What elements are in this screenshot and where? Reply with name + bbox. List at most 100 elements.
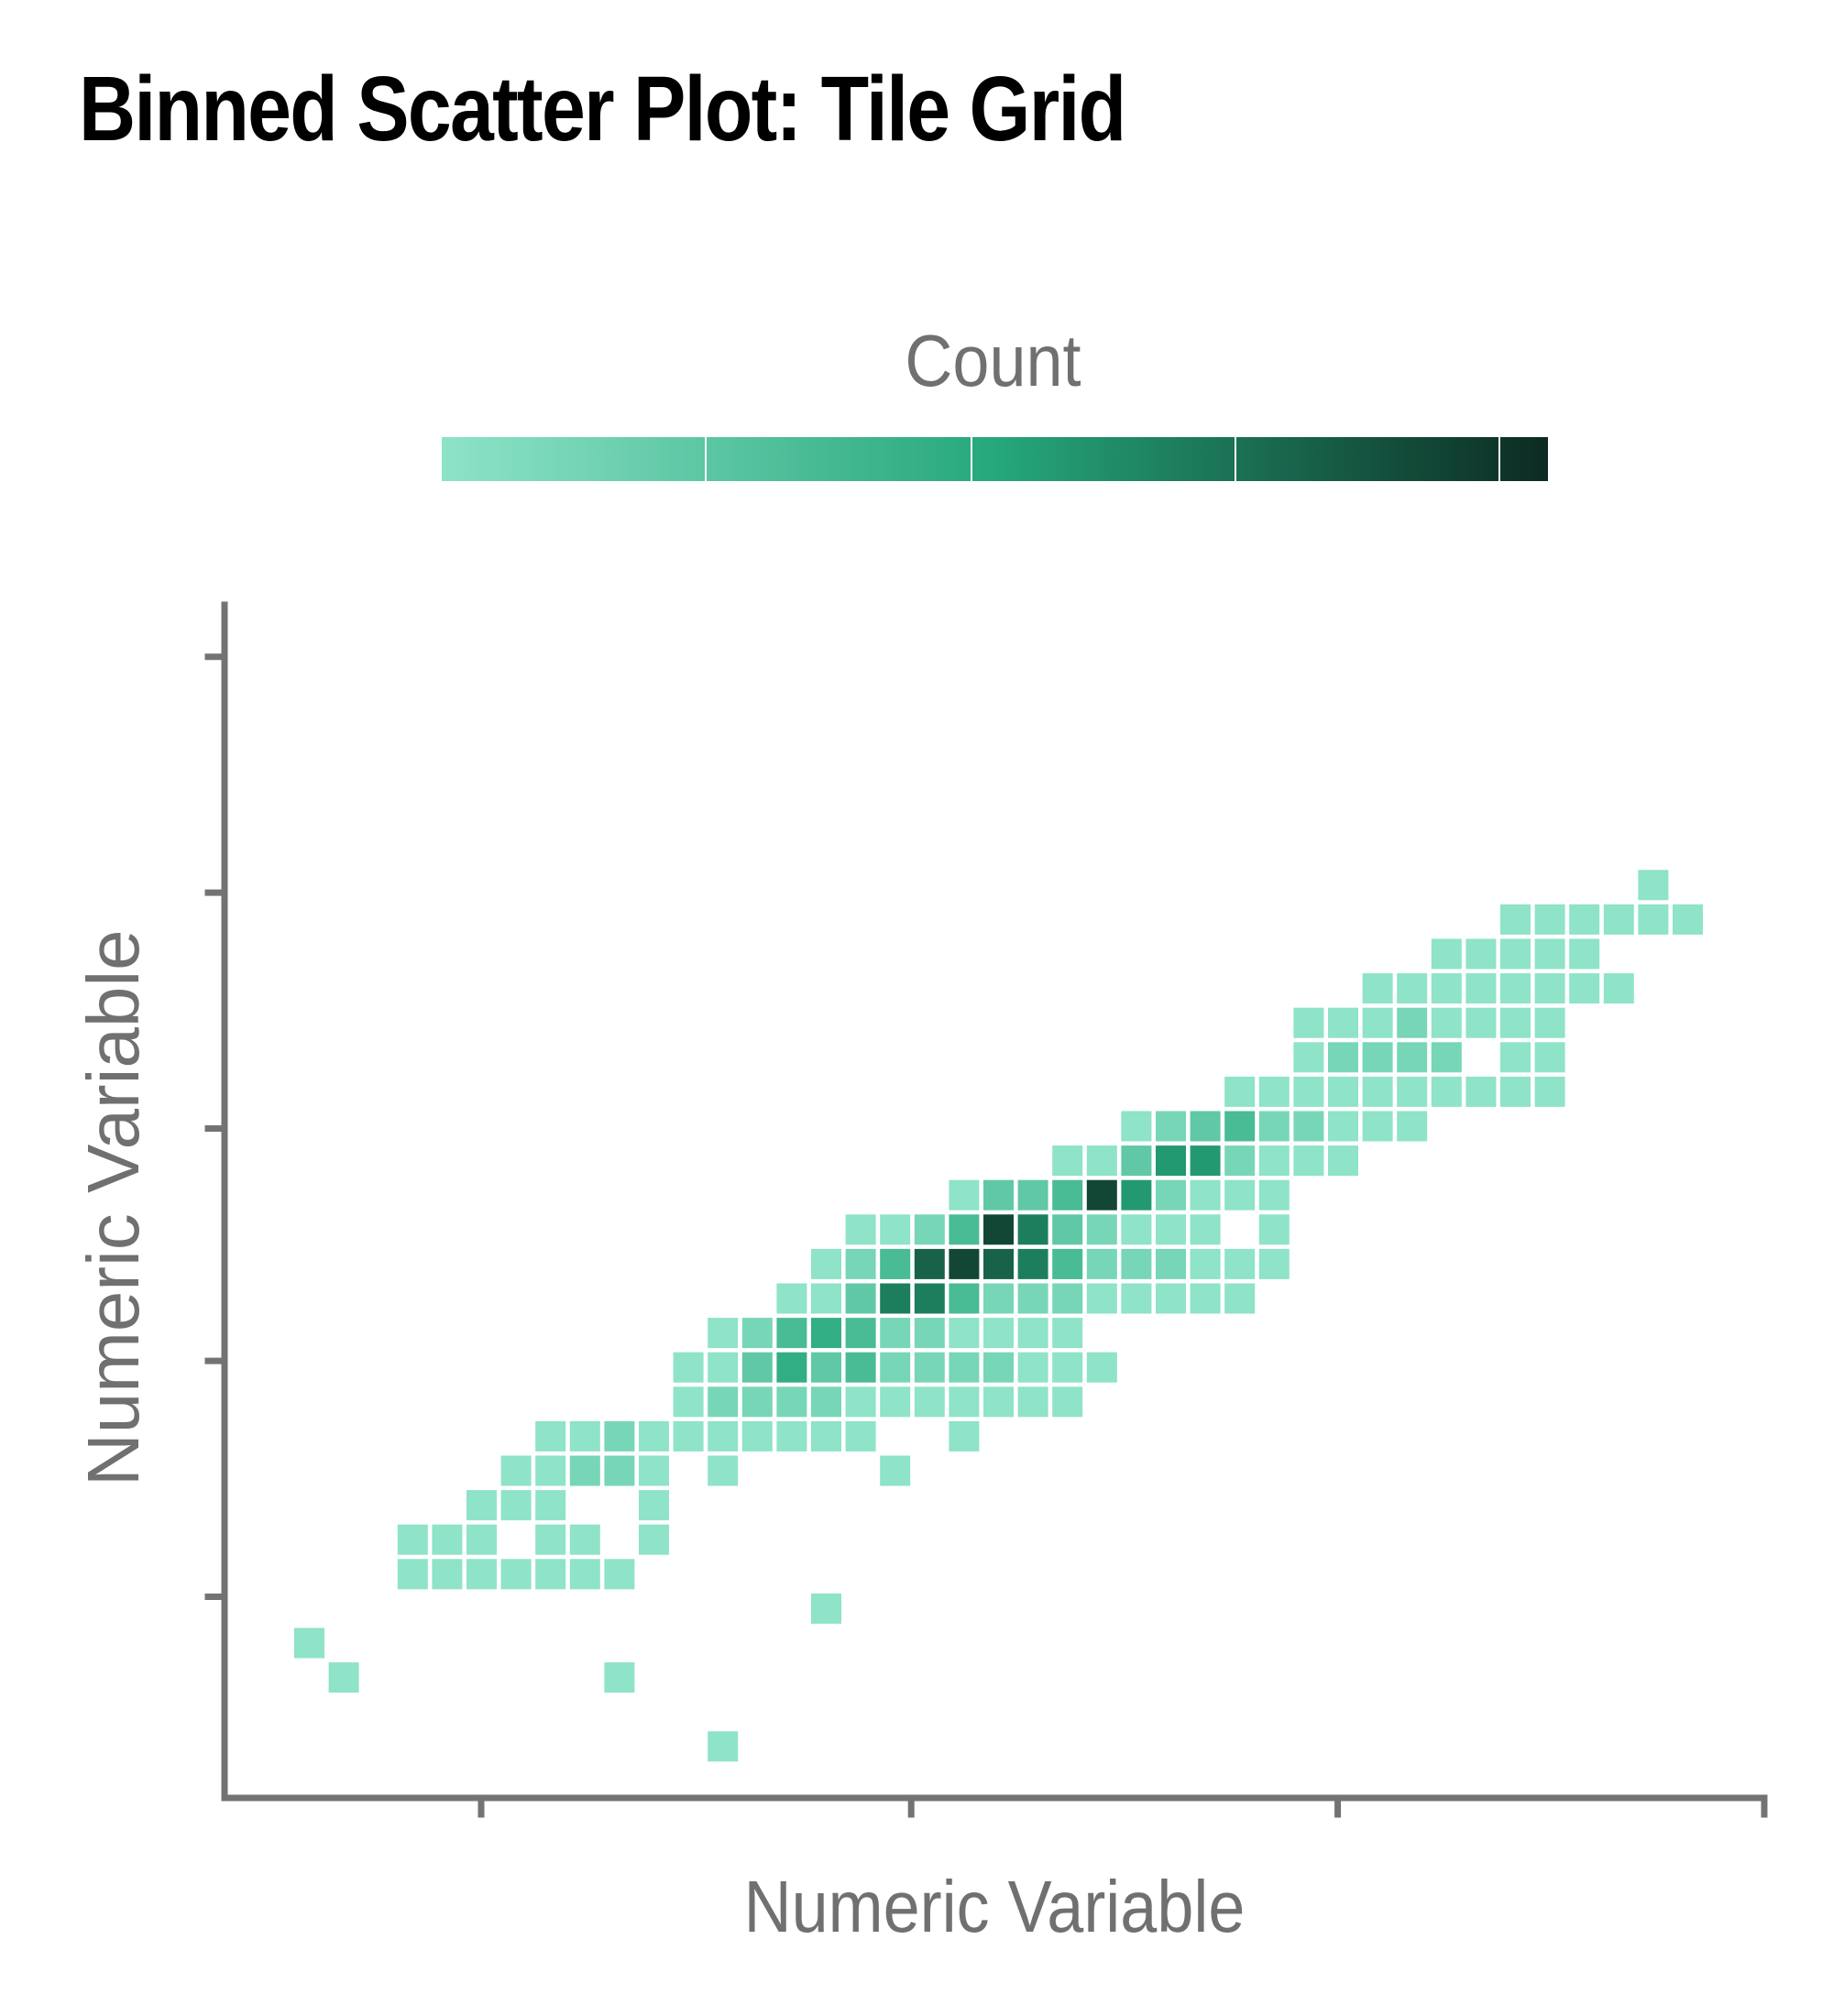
heatmap-tile — [1224, 1145, 1256, 1177]
heatmap-tile — [500, 1559, 532, 1590]
heatmap-tile — [1397, 1007, 1428, 1038]
heatmap-tile — [1431, 938, 1462, 970]
heatmap-tile — [1017, 1214, 1048, 1245]
heatmap-tile — [1534, 1042, 1565, 1073]
heatmap-tile — [811, 1248, 841, 1279]
heatmap-tile — [811, 1420, 841, 1452]
heatmap-tile — [1086, 1179, 1117, 1211]
heatmap-tile — [535, 1559, 566, 1590]
heatmap-tile — [466, 1490, 497, 1521]
heatmap-tile — [1397, 973, 1428, 1004]
heatmap-tile — [1397, 1042, 1428, 1073]
heatmap-tile — [741, 1352, 773, 1383]
heatmap-tile — [949, 1214, 980, 1245]
heatmap-tile — [1052, 1386, 1083, 1418]
heatmap-tile — [1017, 1283, 1048, 1314]
heatmap-tile — [1190, 1179, 1221, 1211]
heatmap-tile — [1086, 1248, 1117, 1279]
heatmap-tile — [949, 1420, 980, 1452]
heatmap-tile — [845, 1420, 876, 1452]
heatmap-tile — [1224, 1179, 1256, 1211]
heatmap-tile — [1431, 1007, 1462, 1038]
heatmap-tile — [1397, 1076, 1428, 1107]
heatmap-tile — [1362, 1007, 1393, 1038]
heatmap-tile — [914, 1318, 945, 1349]
heatmap-tile — [1017, 1386, 1048, 1418]
heatmap-tile — [811, 1318, 841, 1349]
heatmap-tile — [569, 1455, 600, 1486]
heatmap-tile — [845, 1386, 876, 1418]
heatmap-tile — [811, 1283, 841, 1314]
legend-title: Count — [905, 320, 1081, 401]
heatmap-tile — [1121, 1248, 1152, 1279]
heatmap-tile — [1121, 1145, 1152, 1177]
heatmap-tile — [983, 1318, 1014, 1349]
heatmap-tile — [811, 1352, 841, 1383]
heatmap-tile — [535, 1420, 566, 1452]
heatmap-tile — [1673, 904, 1703, 935]
heatmap-tile — [1224, 1076, 1256, 1107]
heatmap-tile — [1052, 1283, 1083, 1314]
heatmap-tile — [673, 1352, 704, 1383]
heatmap-tile — [1534, 904, 1565, 935]
heatmap-tile — [1121, 1111, 1152, 1142]
heatmap-tile — [983, 1248, 1014, 1279]
heatmap-tile — [949, 1352, 980, 1383]
heatmap-tile — [1638, 904, 1669, 935]
heatmap-tile — [1121, 1179, 1152, 1211]
heatmap-tile — [776, 1386, 807, 1418]
heatmap-tile — [1017, 1248, 1048, 1279]
heatmap-tile — [1362, 1076, 1393, 1107]
heatmap-tile — [1017, 1352, 1048, 1383]
heatmap-tile — [1258, 1214, 1290, 1245]
heatmap-tile — [1258, 1145, 1290, 1177]
heatmap-tile — [741, 1318, 773, 1349]
heatmap-tile — [983, 1283, 1014, 1314]
heatmap-tile — [914, 1283, 945, 1314]
heatmap-tile — [1328, 1076, 1358, 1107]
heatmap-tile — [535, 1524, 566, 1555]
heatmap-tile — [811, 1593, 841, 1624]
heatmap-tile — [1052, 1352, 1083, 1383]
heatmap-tile — [1500, 1007, 1531, 1038]
heatmap-tile — [1086, 1145, 1117, 1177]
heatmap-tile — [432, 1559, 463, 1590]
heatmap-tile — [983, 1352, 1014, 1383]
heatmap-tile — [1569, 904, 1600, 935]
heatmap-tile — [1293, 1145, 1324, 1177]
heatmap-tile — [845, 1318, 876, 1349]
heatmap-tile — [880, 1248, 911, 1279]
legend-divider — [970, 437, 972, 481]
heatmap-tile — [1052, 1145, 1083, 1177]
heatmap-tile — [1500, 938, 1531, 970]
heatmap-tile — [1156, 1214, 1186, 1245]
heatmap-tile — [1603, 904, 1634, 935]
heatmap-tile — [949, 1283, 980, 1314]
heatmap-tile — [1603, 973, 1634, 1004]
heatmap-tile — [1534, 1076, 1565, 1107]
heatmap-tile — [741, 1420, 773, 1452]
heatmap-tile — [983, 1386, 1014, 1418]
heatmap-tile — [1190, 1283, 1221, 1314]
heatmap-tile — [1362, 1042, 1393, 1073]
heatmap-tile — [1224, 1283, 1256, 1314]
heatmap-tile — [708, 1318, 739, 1349]
heatmap-tile — [1258, 1179, 1290, 1211]
heatmap-tile — [1258, 1111, 1290, 1142]
heatmap-tile — [639, 1420, 669, 1452]
heatmap-tile — [1431, 973, 1462, 1004]
chart-title: Binned Scatter Plot: Tile Grid — [79, 58, 1126, 160]
heatmap-tile — [949, 1318, 980, 1349]
heatmap-tile — [708, 1455, 739, 1486]
heatmap-tile — [1569, 938, 1600, 970]
heatmap-tile — [294, 1627, 324, 1659]
heatmap-tile — [466, 1524, 497, 1555]
heatmap-tile — [1500, 904, 1531, 935]
heatmap-tile — [1534, 973, 1565, 1004]
heatmap-tile — [328, 1662, 359, 1693]
heatmap-tile — [1017, 1318, 1048, 1349]
legend-divider — [705, 437, 708, 481]
heatmap-tile — [845, 1248, 876, 1279]
heatmap-tile — [776, 1420, 807, 1452]
